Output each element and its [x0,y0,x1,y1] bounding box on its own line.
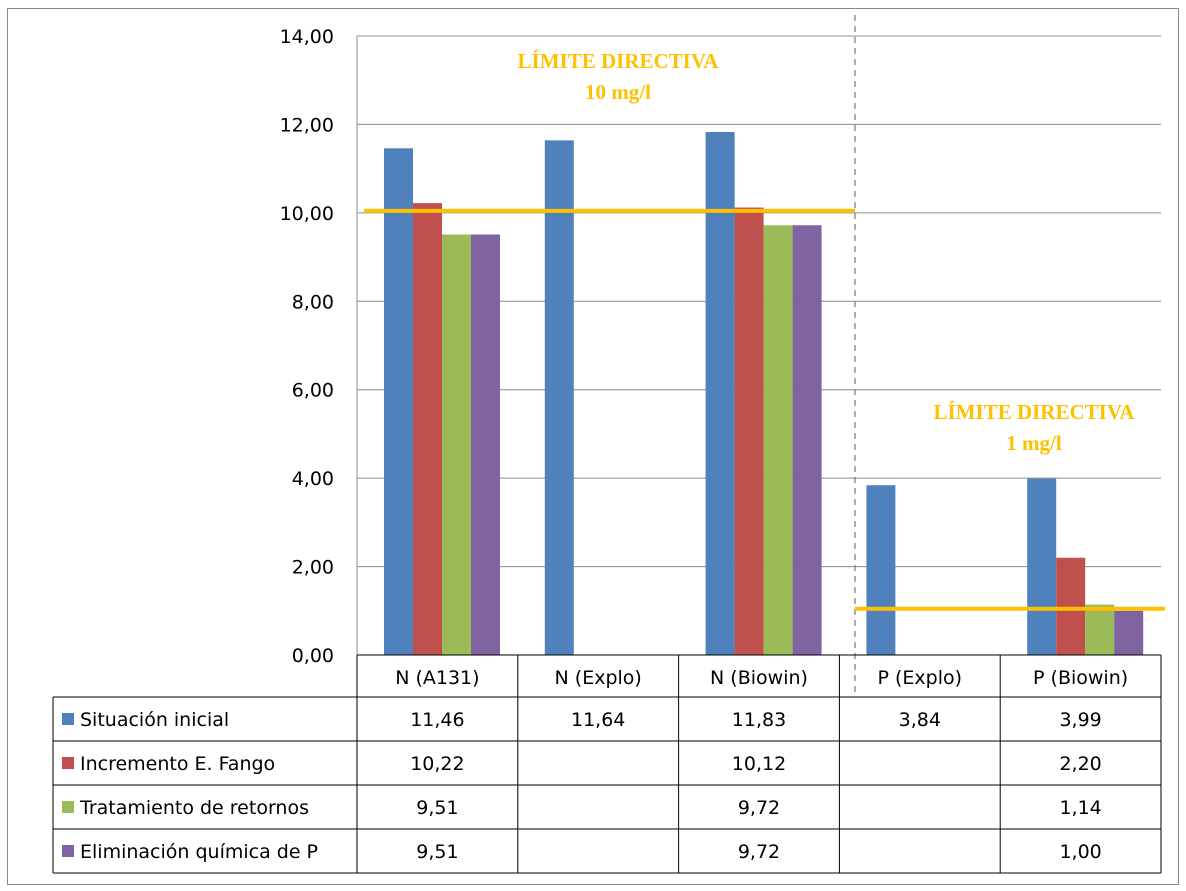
bar-1-4 [866,485,896,655]
bar-3-3 [763,225,793,656]
y-tick-label: 12,00 [280,114,334,136]
bar-1-2 [544,140,574,656]
bar-4-5 [1114,610,1144,655]
legend-label: Situación inicial [80,709,229,731]
data-label: 3,99 [1059,709,1101,731]
x-tick-label: N (A131) [395,667,479,689]
bar-3-1 [442,234,471,655]
x-tick-label: N (Biowin) [710,667,808,689]
bar-2-1 [413,203,442,655]
data-label: 11,83 [732,709,786,731]
bar-1-3 [705,131,735,655]
data-label: 11,46 [410,709,464,731]
data-label: 3,84 [899,709,941,731]
x-tick-label: P (Explo) [878,667,963,689]
y-tick-label: 8,00 [292,291,334,313]
limit-label-n-title: LÍMITE DIRECTIVA [518,49,720,73]
data-label: 10,22 [410,753,464,775]
y-tick-label: 4,00 [292,468,334,490]
limit-label-p-value: 1 mg/l [1006,431,1062,455]
x-tick-label: N (Explo) [555,667,642,689]
legend-key-3 [62,801,74,813]
bar-1-1 [384,148,413,655]
limit-label-p-title: LÍMITE DIRECTIVA [934,400,1136,424]
data-label: 9,51 [416,841,458,863]
data-label: 9,72 [738,797,780,819]
data-label: 1,00 [1059,841,1101,863]
bar-4-3 [792,225,822,656]
data-label: 11,64 [571,709,625,731]
bar-2-3 [734,207,764,655]
legend-label: Tratamiento de retornos [79,797,309,819]
data-label: 9,51 [416,797,458,819]
legend-key-2 [62,757,74,769]
data-label: 2,20 [1059,753,1101,775]
y-tick-label: 6,00 [292,380,334,402]
x-tick-label: P (Biowin) [1033,667,1128,689]
chart-frame [7,8,1179,885]
legend-key-1 [62,713,74,725]
limit-label-n-value: 10 mg/l [585,80,651,104]
data-label: 10,12 [732,753,786,775]
bar-3-5 [1085,604,1115,655]
bar-4-1 [471,234,500,655]
y-tick-label: 14,00 [280,26,334,48]
legend-label: Eliminación química de P [80,841,318,863]
y-tick-label: 0,00 [292,645,334,667]
y-tick-label: 2,00 [292,557,334,579]
data-label: 1,14 [1059,797,1101,819]
y-tick-label: 10,00 [280,203,334,225]
bar-2-5 [1056,557,1086,655]
legend-label: Incremento E. Fango [80,753,275,775]
bar-1-5 [1027,478,1057,655]
legend-key-4 [62,845,74,857]
data-label: 9,72 [738,841,780,863]
